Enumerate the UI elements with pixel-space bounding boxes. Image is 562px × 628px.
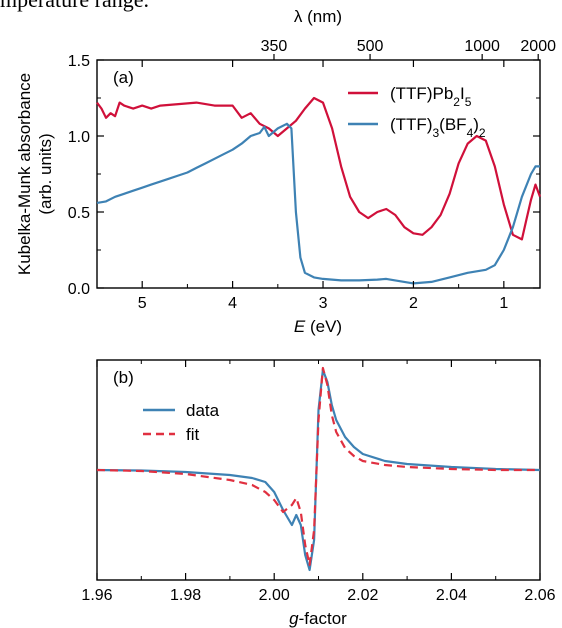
x-tick-label-a: 1: [499, 295, 508, 312]
y-tick-label-a: 0.5: [68, 205, 90, 222]
x-axis-variable-a: E: [294, 317, 306, 336]
x-tick-label-b: 2.00: [259, 587, 290, 604]
legend-label-b-data: data: [186, 401, 220, 420]
x-tick-label-b: 2.06: [524, 587, 555, 604]
panel-b-ticks: 1.96 1.98 2.00 2.02 2.04 2.06: [81, 360, 556, 604]
caption-fragment: mperature range.: [0, 0, 149, 13]
x-tick-label-a: 4: [228, 295, 237, 312]
top-tick-label: 500: [357, 38, 384, 55]
top-tick-label: 350: [261, 38, 288, 55]
series-line-b-fit: [96, 366, 540, 567]
x-tick-label-b: 2.04: [436, 587, 467, 604]
y-tick-label-a: 1.5: [68, 53, 90, 70]
panel-b-legend: data fit: [143, 401, 220, 444]
x-axis-variable-b: g: [289, 609, 299, 628]
y-tick-label-a: 1.0: [68, 129, 90, 146]
panel-a: 5 4 3 2 1 0.0 0.5 1.0 1.5 350 500 1000 2000 (a) λ (n…: [15, 7, 556, 336]
panel-a-label: (a): [113, 68, 134, 87]
legend-label-a-0: (TTF)Pb2I5: [390, 84, 472, 109]
y-axis-title-line2: (arb. units): [36, 133, 55, 214]
x-tick-label-a: 2: [409, 295, 418, 312]
top-axis-title: λ (nm): [294, 7, 342, 26]
legend-label-a-1: (TTF)3(BF4)2: [390, 115, 486, 140]
top-tick-label: 1000: [464, 38, 500, 55]
x-tick-label-a: 5: [138, 295, 147, 312]
x-axis-title-a: E (eV): [294, 317, 342, 336]
series-line-a-1: [96, 122, 540, 285]
panel-b-frame: [96, 359, 541, 581]
panel-a-series: [96, 96, 542, 285]
x-tick-label-b: 1.96: [81, 587, 112, 604]
x-axis-unit-b: -factor: [299, 609, 348, 628]
x-tick-label-a: 3: [319, 295, 328, 312]
panel-b-series: [96, 366, 541, 572]
y-tick-label-a: 0.0: [68, 281, 90, 298]
panel-a-legend: (TTF)Pb2I5 (TTF)3(BF4)2: [348, 84, 486, 140]
x-tick-label-b: 1.98: [170, 587, 201, 604]
panel-b-label: (b): [113, 368, 134, 387]
series-line-a-0: [96, 96, 542, 241]
panel-a-frame: [96, 59, 541, 289]
panel-a-ticks: 5 4 3 2 1 0.0 0.5 1.0 1.5 350 500 1000 2000: [68, 38, 556, 312]
y-axis-title-line1: Kubelka-Munk absorbance: [15, 73, 34, 275]
legend-label-b-fit: fit: [186, 425, 200, 444]
top-tick-label: 2000: [520, 38, 556, 55]
series-line-b-data: [96, 368, 541, 572]
x-tick-label-b: 2.02: [347, 587, 378, 604]
x-axis-unit-a: (eV): [305, 317, 342, 336]
x-axis-title-b: g-factor: [289, 609, 347, 628]
panel-b: 1.96 1.98 2.00 2.02 2.04 2.06 (b) g-factor da…: [81, 359, 556, 628]
